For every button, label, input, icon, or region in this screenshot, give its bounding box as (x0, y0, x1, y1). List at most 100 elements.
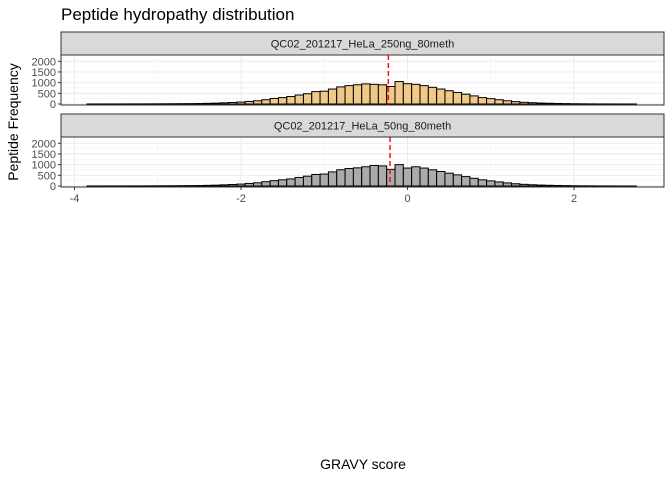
histogram-bar (511, 101, 521, 105)
histogram-bar (194, 185, 205, 187)
histogram-bar (402, 83, 413, 105)
x-tick-label: 2 (571, 193, 577, 205)
y-tick-label: 500 (38, 88, 56, 100)
histogram-bar (244, 182, 254, 187)
y-tick-label: 1500 (32, 149, 56, 161)
y-tick-label: 2000 (32, 56, 56, 68)
y-tick-label: 0 (50, 99, 56, 111)
histogram-bar (261, 181, 271, 187)
histogram-bar (336, 169, 346, 187)
histogram-bar (494, 99, 504, 105)
histogram-bar (228, 102, 238, 105)
histogram-bar (502, 100, 513, 105)
histogram-bar (186, 103, 196, 105)
histogram-bar (161, 103, 171, 106)
histogram-bar (394, 164, 404, 187)
histogram-bar (369, 83, 379, 105)
histogram-bar (352, 167, 363, 187)
x-axis-title: GRAVY score (320, 456, 406, 472)
histogram-bar (203, 102, 213, 105)
histogram-bar (211, 102, 221, 105)
histogram-bar (436, 88, 446, 105)
histogram-bar (544, 102, 554, 105)
histogram-bar (402, 167, 413, 187)
histogram-bar (536, 184, 546, 187)
facet-2: QC02_201217_HeLa_50ng_80meth 050010001500… (32, 113, 665, 193)
histogram-bar (178, 185, 188, 187)
histogram-bar (302, 175, 313, 187)
histogram-bar (252, 100, 263, 105)
histogram-bar (519, 101, 529, 105)
histogram-bar (427, 86, 438, 105)
histogram-bar (527, 184, 538, 187)
histogram-bar (544, 184, 554, 187)
histogram-bar (178, 103, 188, 105)
histogram-bar (452, 91, 463, 105)
histogram-bar (452, 174, 463, 187)
histogram-bar (269, 97, 279, 105)
histogram-bar (244, 100, 254, 105)
histogram-bar (286, 96, 296, 105)
x-axis: -4 -2 0 2 (70, 187, 577, 205)
histogram-bar (319, 90, 329, 105)
histogram-bar (561, 103, 571, 105)
histogram-bar (294, 94, 304, 105)
histogram-bar (311, 91, 321, 105)
histogram-bar (236, 183, 246, 187)
histogram-bar (269, 180, 279, 187)
histogram-bar (194, 103, 205, 105)
histogram-bar (527, 102, 538, 105)
histogram-bar (444, 172, 454, 187)
histogram-bar (311, 173, 321, 187)
histogram-bar (444, 90, 454, 105)
facet-strip-label: QC02_201217_HeLa_250ng_80meth (271, 39, 455, 51)
histogram-bar (219, 184, 230, 187)
histogram-bar (369, 164, 379, 187)
x-tick-label: 0 (404, 193, 410, 205)
panel-border (60, 54, 665, 106)
histogram-bar (469, 95, 479, 105)
y-tick-label: 2000 (32, 138, 56, 150)
histogram-bar (561, 185, 571, 187)
y-axis-title: Peptide Frequency (5, 63, 21, 181)
histogram-bar (377, 165, 388, 187)
histogram-bar (327, 171, 338, 187)
y-tick-label: 0 (50, 181, 56, 193)
histogram-bar (477, 97, 488, 105)
histogram-bar (336, 86, 346, 105)
histogram-bar (569, 185, 579, 188)
y-tick-label: 1000 (32, 160, 56, 172)
histogram-bar (494, 181, 504, 187)
histogram-bar (436, 170, 446, 187)
histogram-bar (294, 176, 304, 187)
y-tick-label: 500 (38, 170, 56, 182)
histogram-bar (569, 103, 579, 106)
histogram-bar (169, 103, 180, 106)
histogram-bar (469, 177, 479, 187)
histogram-bar (511, 183, 521, 187)
histogram-bar (286, 178, 296, 187)
histogram-bar (361, 166, 371, 187)
x-tick-label: -4 (70, 193, 80, 205)
x-tick-label: -2 (236, 193, 246, 205)
histogram-bar (386, 168, 396, 187)
histogram-bar (552, 184, 563, 187)
histogram-bar (461, 176, 471, 187)
facet-1: QC02_201217_HeLa_250ng_80meth 05001000150… (32, 31, 665, 111)
histogram-bar (277, 179, 288, 187)
histogram-bar (394, 81, 404, 105)
histogram-bar (352, 84, 363, 105)
histogram-bar (319, 173, 329, 187)
histogram-bar (419, 85, 429, 105)
y-tick-label: 1000 (32, 78, 56, 90)
histogram-bar (461, 93, 471, 105)
histogram-bar (219, 102, 230, 105)
histogram-bar (344, 85, 354, 105)
histogram-bar (203, 184, 213, 187)
histogram-bar (228, 184, 238, 187)
histogram-bar (252, 182, 263, 187)
histogram-bar (161, 185, 171, 188)
histogram-bar (261, 99, 271, 105)
histogram-bar (236, 101, 246, 105)
